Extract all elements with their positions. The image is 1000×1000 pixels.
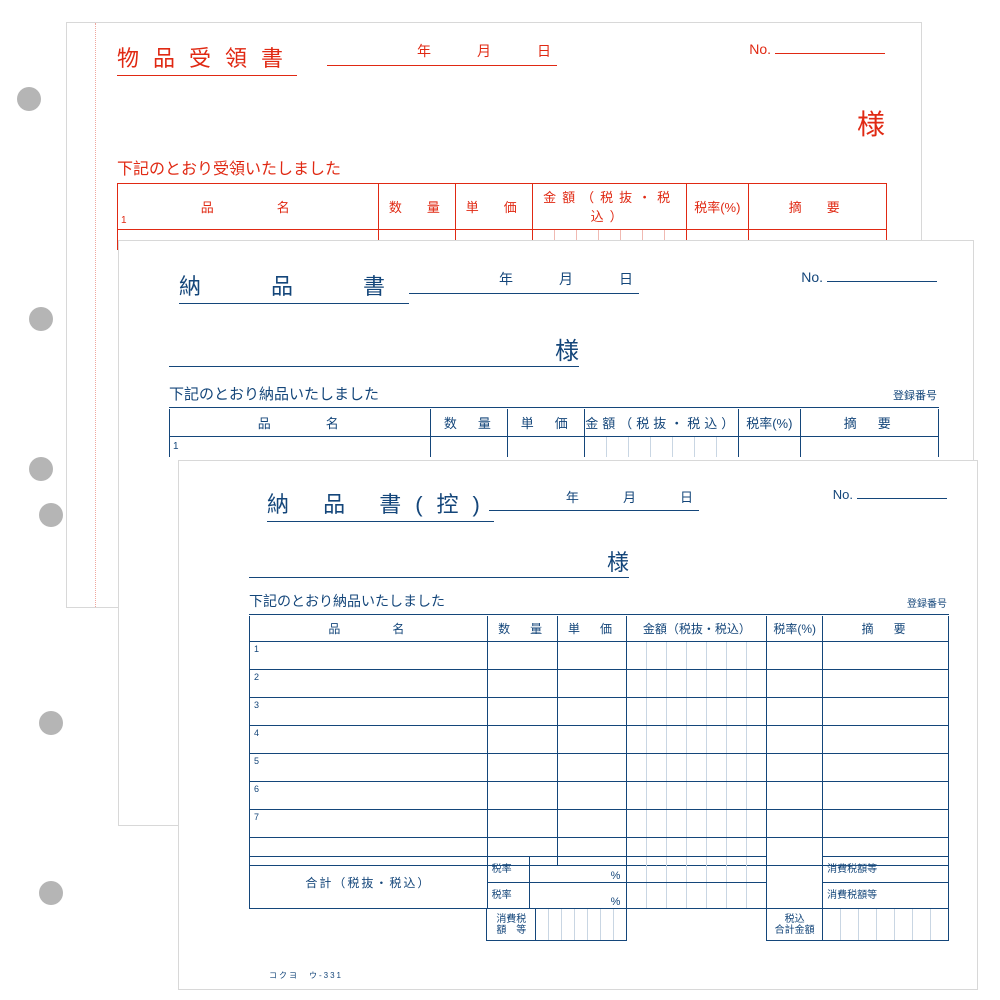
- slip2-table: 品 名 数 量 単 価 金額（税抜・税込） 税率(%) 摘 要: [169, 409, 939, 457]
- slip3-title: 納 品 書(控): [267, 487, 494, 522]
- tax-rate-label-2: 税率: [487, 883, 529, 909]
- col-remarks: 摘 要: [748, 183, 886, 230]
- slip1-statement: 下記のとおり受領いたしました: [117, 155, 887, 184]
- col-qty: 数 量: [487, 616, 557, 642]
- table-row: 2: [250, 670, 949, 698]
- day-label: 日: [537, 43, 557, 59]
- row-number-1: 1: [121, 215, 127, 226]
- row-number-1: 1: [173, 441, 179, 452]
- slip3-statement: 下記のとおり納品いたしました: [249, 591, 949, 615]
- col-remarks: 摘 要: [823, 616, 949, 642]
- tax-rate-label-1: 税率: [487, 857, 529, 883]
- product-code: コクヨ ウ-331: [269, 970, 343, 981]
- slip3-sama: 様: [249, 545, 629, 578]
- col-remarks: 摘 要: [800, 409, 938, 437]
- slip3-grid: 品 名 数 量 単 価 金額（税抜・税込） 税率(%) 摘 要 1234567: [249, 616, 949, 866]
- delivery-slip-copy: 納 品 書(控) 年 月 日 No. 様 下記のとおり納品いたしました 登録番号…: [178, 460, 978, 990]
- punch-hole: [17, 87, 41, 111]
- table-row: 4: [250, 726, 949, 754]
- slip3-regno: 登録番号: [907, 595, 947, 610]
- slip2-sama: 様: [169, 331, 579, 367]
- percent-2: %: [529, 883, 627, 909]
- slip3-no: No.: [833, 487, 947, 502]
- consumption-tax-2: 消費税額等: [823, 883, 949, 909]
- punch-hole: [39, 503, 63, 527]
- col-price: 単 価: [557, 616, 627, 642]
- slip2-title: 納 品 書: [179, 269, 409, 304]
- slip3-taxrow: 消費税 額 等 税込 合計金額: [249, 908, 949, 941]
- punch-hole: [39, 711, 63, 735]
- slip3-totals: 合計（税抜・税込） 税率 % 消費税額等 税率 % 消費税額等: [249, 856, 949, 909]
- month-label: 月: [477, 43, 497, 59]
- tax-included-total-label: 税込 合計金額: [767, 909, 823, 941]
- slip1-title: 物品受領書: [117, 41, 297, 76]
- slip1-no: No.: [749, 41, 885, 57]
- slip1-date: 年 月 日: [327, 41, 557, 66]
- col-qty: 数 量: [379, 183, 456, 230]
- punch-hole: [29, 457, 53, 481]
- table-row: 6: [250, 782, 949, 810]
- col-name: 品 名: [170, 409, 431, 437]
- total-label: 合計（税抜・税込）: [250, 857, 488, 909]
- slip3-date: 年 月 日: [489, 487, 699, 511]
- consumption-tax-box: 消費税 額 等: [487, 909, 536, 941]
- table-row: 7: [250, 810, 949, 838]
- col-price: 単 価: [508, 409, 585, 437]
- slip2-date: 年 月 日: [409, 269, 639, 294]
- percent-1: %: [529, 857, 627, 883]
- table-row: 5: [250, 754, 949, 782]
- table-row: 3: [250, 698, 949, 726]
- punch-hole: [29, 307, 53, 331]
- col-rate: 税率(%): [739, 409, 801, 437]
- col-qty: 数 量: [431, 409, 508, 437]
- slip2-regno: 登録番号: [893, 387, 937, 403]
- col-rate: 税率(%): [687, 183, 749, 230]
- col-amount: 金額（税抜・税込）: [585, 409, 739, 437]
- slip2-no: No.: [801, 269, 937, 285]
- punch-hole: [39, 881, 63, 905]
- year-label: 年: [417, 43, 437, 59]
- col-name: 品 名: [250, 616, 488, 642]
- consumption-tax-1: 消費税額等: [823, 857, 949, 883]
- slip1-sama: 様: [857, 103, 885, 143]
- col-amount: 金額（税抜・税込）: [533, 183, 687, 230]
- perforation-line: [95, 23, 96, 607]
- col-name: 品 名: [118, 183, 379, 230]
- col-price: 単 価: [456, 183, 533, 230]
- col-rate: 税率(%): [767, 616, 823, 642]
- slip2-statement: 下記のとおり納品いたしました: [169, 383, 939, 408]
- table-row: 1: [250, 642, 949, 670]
- col-amount: 金額（税抜・税込）: [627, 616, 767, 642]
